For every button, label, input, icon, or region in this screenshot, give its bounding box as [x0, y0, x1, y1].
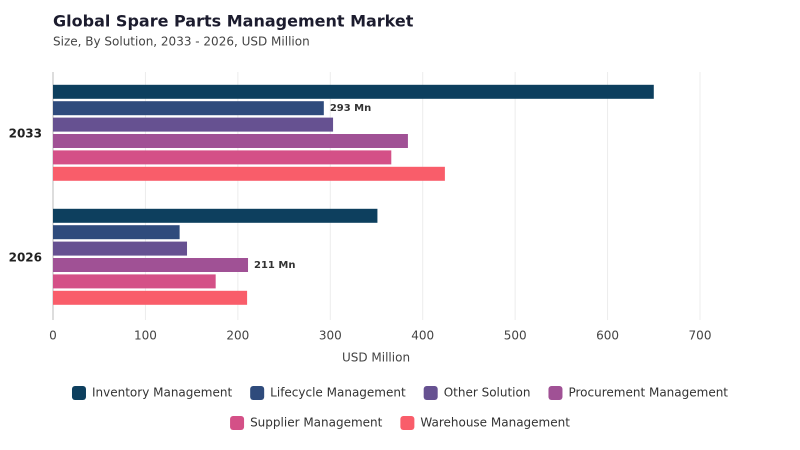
- bar: [53, 290, 248, 305]
- legend-swatch: [250, 386, 265, 400]
- x-tick-label: 100: [134, 329, 157, 343]
- x-tick-label: 0: [49, 329, 57, 343]
- legend-label: Supplier Management: [250, 416, 383, 430]
- legend-row: Inventory Management Lifecycle Management…: [71, 386, 728, 400]
- legend-swatch: [548, 386, 563, 400]
- chart-subtitle: Size, By Solution, 2033 - 2026, USD Mill…: [53, 35, 310, 49]
- value-label: 211 Mn: [254, 260, 295, 271]
- x-tick-label: 700: [689, 329, 712, 343]
- chart-title: Global Spare Parts Management Market: [53, 12, 414, 31]
- bar: [53, 84, 654, 99]
- x-tick-label: 200: [226, 329, 249, 343]
- bar: [53, 150, 392, 165]
- legend-swatch: [71, 386, 86, 400]
- legend-label: Inventory Management: [92, 386, 232, 400]
- x-tick-label: 300: [319, 329, 342, 343]
- x-tick-label: 500: [504, 329, 527, 343]
- bar: [53, 166, 445, 181]
- x-tick-label: 400: [411, 329, 434, 343]
- legend-row: Supplier Management Warehouse Management: [230, 416, 570, 430]
- bar: [53, 117, 334, 132]
- bar: [53, 274, 216, 289]
- bar: [53, 208, 378, 223]
- legend-label: Lifecycle Management: [270, 386, 406, 400]
- x-axis-title: USD Million: [342, 351, 410, 365]
- legend-label: Other Solution: [444, 386, 531, 400]
- legend-swatch: [400, 416, 415, 430]
- legend-label: Procurement Management: [568, 386, 728, 400]
- y-tick-label: 2033: [9, 127, 42, 141]
- bar: [53, 225, 180, 240]
- legend-swatch: [423, 386, 438, 400]
- bar: [53, 134, 408, 148]
- y-tick-label: 2026: [9, 251, 42, 265]
- bar: [53, 241, 188, 256]
- x-tick-label: 600: [596, 329, 619, 343]
- bar: [53, 258, 249, 272]
- legend-swatch: [230, 416, 245, 430]
- value-label: 293 Mn: [330, 103, 371, 114]
- bar: [53, 101, 324, 116]
- legend-label: Warehouse Management: [420, 416, 570, 430]
